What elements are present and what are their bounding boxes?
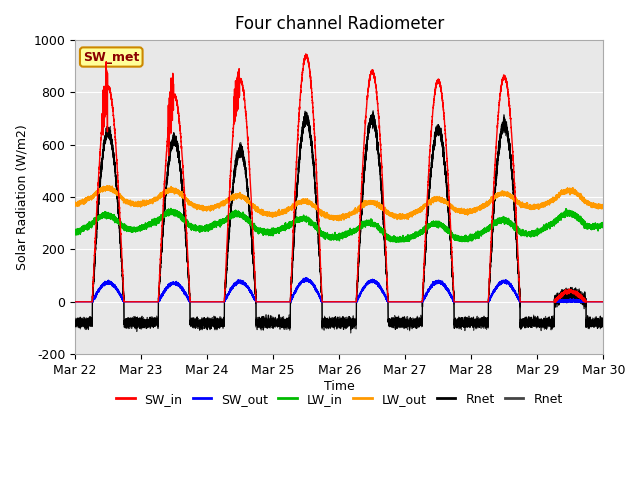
Y-axis label: Solar Radiation (W/m2): Solar Radiation (W/m2) xyxy=(15,124,28,270)
Text: SW_met: SW_met xyxy=(83,50,140,63)
Title: Four channel Radiometer: Four channel Radiometer xyxy=(235,15,444,33)
Legend: SW_in, SW_out, LW_in, LW_out, Rnet, Rnet: SW_in, SW_out, LW_in, LW_out, Rnet, Rnet xyxy=(111,388,568,411)
X-axis label: Time: Time xyxy=(324,380,355,393)
